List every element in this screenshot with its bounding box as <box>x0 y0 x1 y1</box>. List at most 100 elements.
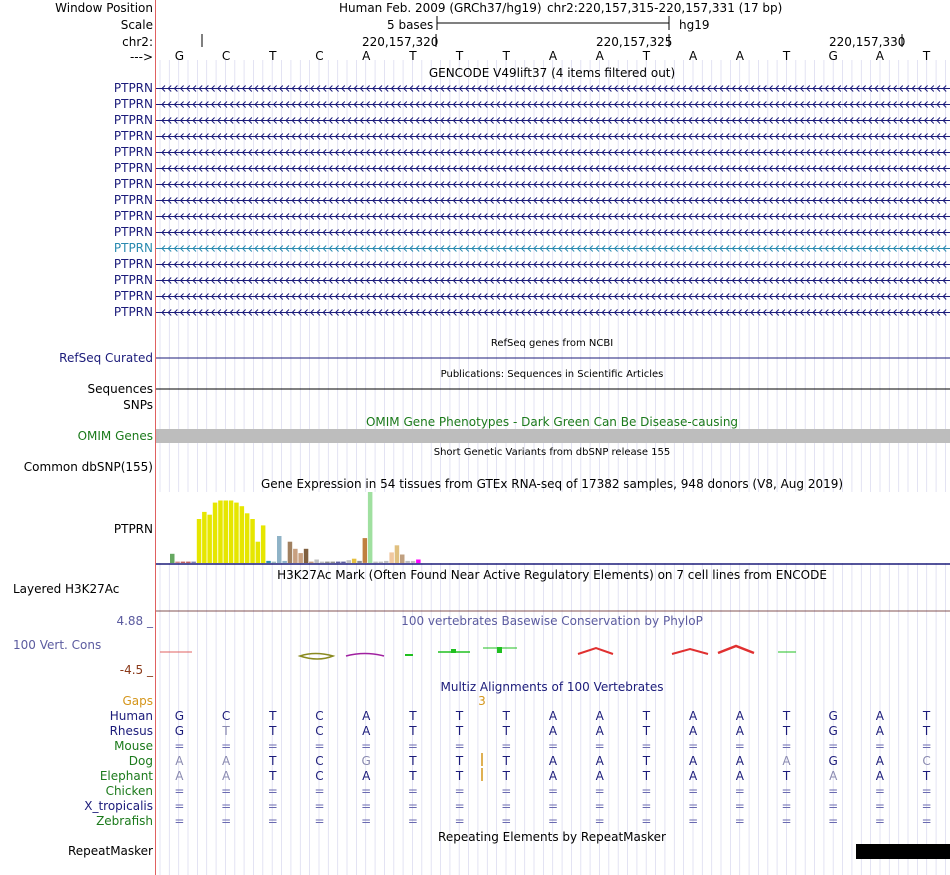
species-label[interactable]: Mouse <box>114 739 153 753</box>
gtex-bar[interactable] <box>212 502 218 563</box>
gencode-item-label[interactable]: PTPRN <box>113 225 153 239</box>
h3k27ac-track-label[interactable]: Layered H3K27Ac <box>13 582 120 596</box>
transcript-line[interactable] <box>156 229 950 236</box>
repeatmasker-track-label[interactable]: RepeatMasker <box>67 844 153 858</box>
transcript-line[interactable] <box>156 245 950 252</box>
gencode-item-label[interactable]: PTPRN <box>113 129 153 143</box>
gtex-bar[interactable] <box>239 506 245 563</box>
gtex-bar[interactable] <box>282 560 287 563</box>
omim-track-label[interactable]: OMIM Genes <box>77 429 153 443</box>
gtex-bar[interactable] <box>260 525 266 563</box>
species-label[interactable]: Zebrafish <box>96 814 153 828</box>
gtex-bar[interactable] <box>218 500 223 564</box>
gtex-bar[interactable] <box>410 560 416 563</box>
gtex-bar[interactable] <box>303 548 309 563</box>
transcript-line[interactable] <box>156 101 950 108</box>
transcript-line[interactable] <box>156 293 950 300</box>
repeat-element[interactable] <box>856 844 950 859</box>
species-label[interactable]: Chicken <box>105 784 153 798</box>
gtex-bar[interactable] <box>373 561 378 563</box>
species-label[interactable]: Human <box>109 709 153 723</box>
gtex-bar[interactable] <box>314 559 319 564</box>
species-label[interactable]: X_tropicalis <box>84 799 153 813</box>
species-label[interactable]: Rhesus <box>109 724 153 738</box>
gtex-bar[interactable] <box>309 561 314 563</box>
gtex-bar[interactable] <box>351 558 357 563</box>
gtex-bar[interactable] <box>287 541 293 563</box>
species-label[interactable]: Elephant <box>99 769 153 783</box>
gtex-bar[interactable] <box>400 554 405 564</box>
gtex-bar[interactable] <box>180 561 186 563</box>
transcript-line[interactable] <box>156 133 950 140</box>
transcript-line[interactable] <box>156 213 950 220</box>
gencode-item-label[interactable]: PTPRN <box>113 177 153 191</box>
gtex-bar[interactable] <box>416 559 421 564</box>
gtex-bar[interactable] <box>223 500 229 564</box>
aligned-base: A <box>595 709 604 723</box>
gencode-item-label[interactable]: PTPRN <box>113 161 153 175</box>
gtex-bar[interactable] <box>244 513 250 563</box>
gtex-bar[interactable] <box>196 519 202 563</box>
phylop-track-label[interactable]: 100 Vert. Cons <box>13 638 102 652</box>
gtex-bar[interactable] <box>341 561 346 563</box>
gtex-bar[interactable] <box>319 561 325 563</box>
gtex-bar[interactable] <box>255 541 261 563</box>
gtex-bar[interactable] <box>277 536 282 563</box>
gtex-bar[interactable] <box>207 514 212 563</box>
gtex-bar[interactable] <box>394 545 400 564</box>
gtex-bar[interactable] <box>250 519 255 563</box>
gencode-item-label[interactable]: PTPRN <box>113 193 153 207</box>
gtex-bar[interactable] <box>325 561 330 563</box>
gtex-bar[interactable] <box>271 561 277 563</box>
gtex-track-label[interactable]: PTPRN <box>113 522 153 536</box>
transcript-line[interactable] <box>156 165 950 172</box>
gencode-item-label[interactable]: PTPRN <box>113 257 153 271</box>
phylop-wiggle[interactable] <box>160 644 796 660</box>
snps-label[interactable]: SNPs <box>123 398 153 412</box>
gencode-item-label[interactable]: PTPRN <box>113 97 153 111</box>
transcript-line[interactable] <box>156 309 950 316</box>
gtex-bar[interactable] <box>330 561 336 563</box>
gtex-bar[interactable] <box>191 561 196 563</box>
gtex-bar[interactable] <box>346 560 352 563</box>
aligned-base: = <box>221 814 232 828</box>
gtex-bar[interactable] <box>367 492 373 563</box>
gencode-item-label[interactable]: PTPRN <box>113 273 153 287</box>
transcript-line[interactable] <box>156 197 950 204</box>
transcript-line[interactable] <box>156 149 950 156</box>
gtex-bar[interactable] <box>228 500 234 564</box>
transcript-line[interactable] <box>156 181 950 188</box>
dbsnp-track-label[interactable]: Common dbSNP(155) <box>23 460 153 474</box>
refseq-track-label[interactable]: RefSeq Curated <box>59 351 153 365</box>
gtex-bar[interactable] <box>389 552 394 564</box>
transcript-line[interactable] <box>156 277 950 284</box>
transcript-line[interactable] <box>156 85 950 92</box>
gtex-bar[interactable] <box>357 560 362 563</box>
gencode-item-label[interactable]: PTPRN <box>113 145 153 159</box>
gtex-bar[interactable] <box>202 511 207 563</box>
gencode-item-label[interactable]: PTPRN <box>113 241 153 255</box>
gtex-bar[interactable] <box>378 561 384 563</box>
gtex-bar[interactable] <box>384 560 389 563</box>
gtex-bar[interactable] <box>234 502 239 563</box>
gtex-bar[interactable] <box>170 553 175 563</box>
strand-arrow-label[interactable]: ---> <box>129 50 153 64</box>
gtex-bar[interactable] <box>405 560 410 563</box>
transcript-line[interactable] <box>156 261 950 268</box>
gencode-item-label[interactable]: PTPRN <box>113 289 153 303</box>
gtex-bar[interactable] <box>335 561 341 563</box>
gtex-bar[interactable] <box>362 538 368 563</box>
gencode-item-label[interactable]: PTPRN <box>113 209 153 223</box>
transcript-line[interactable] <box>156 117 950 124</box>
gencode-item-label[interactable]: PTPRN <box>113 81 153 95</box>
gtex-bar[interactable] <box>266 560 271 563</box>
omim-feature[interactable] <box>156 429 950 443</box>
gtex-bar[interactable] <box>293 548 298 563</box>
gtex-bar[interactable] <box>175 561 180 563</box>
species-label[interactable]: Dog <box>128 754 153 768</box>
gtex-bar[interactable] <box>298 553 303 563</box>
gtex-bar[interactable] <box>186 561 191 563</box>
gencode-item-label[interactable]: PTPRN <box>113 113 153 127</box>
gencode-item-label[interactable]: PTPRN <box>113 305 153 319</box>
pubs-track-label[interactable]: Sequences <box>87 382 153 396</box>
